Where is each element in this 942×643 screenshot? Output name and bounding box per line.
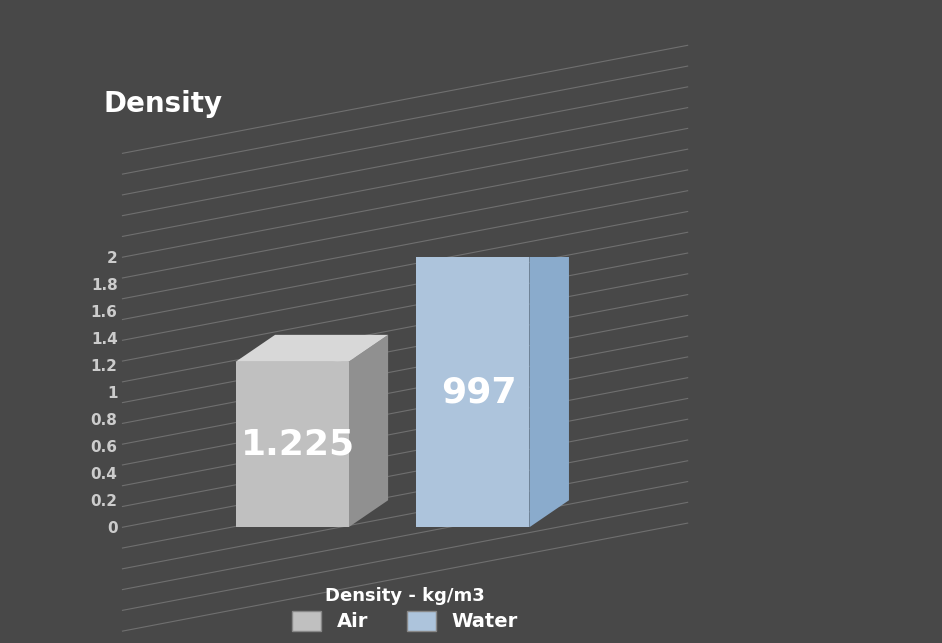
Polygon shape (529, 0, 569, 527)
Text: 1.225: 1.225 (240, 428, 355, 462)
Text: 997: 997 (441, 376, 516, 409)
Legend: Air, Water: Air, Water (284, 603, 526, 639)
Polygon shape (416, 0, 529, 527)
Text: Density - kg/m3: Density - kg/m3 (325, 586, 485, 604)
Polygon shape (236, 335, 388, 362)
Polygon shape (349, 335, 388, 527)
Polygon shape (236, 362, 349, 527)
Text: Density: Density (104, 90, 222, 118)
